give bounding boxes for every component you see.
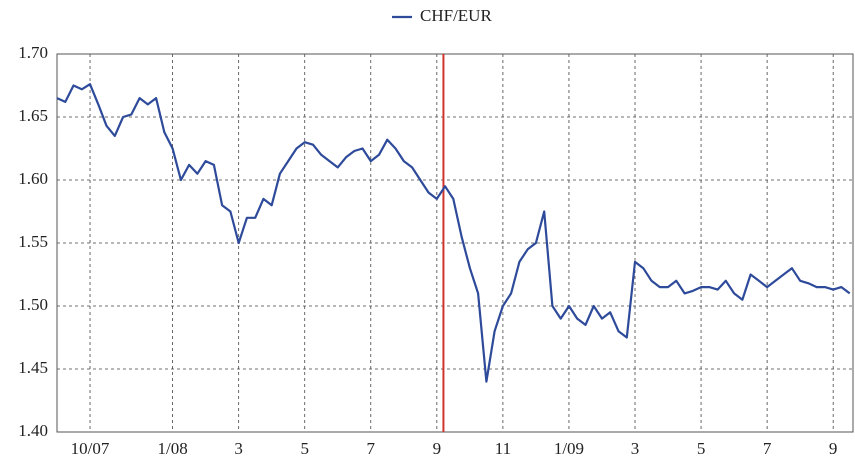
plot-frame [56, 53, 854, 433]
y-tick-label: 1.55 [18, 232, 48, 251]
x-tick-label: 5 [697, 439, 706, 458]
x-tick-label: 1/08 [157, 439, 187, 458]
x-tick-label: 11 [495, 439, 511, 458]
y-tick-label: 1.65 [18, 106, 48, 125]
x-tick-label: 9 [829, 439, 838, 458]
x-tick-label: 1/09 [554, 439, 584, 458]
x-tick-label: 5 [300, 439, 309, 458]
y-tick-label: 1.60 [18, 169, 48, 188]
y-tick-label: 1.50 [18, 295, 48, 314]
y-tick-label: 1.45 [18, 358, 48, 377]
y-tick-label: 1.40 [18, 421, 48, 440]
x-tick-label: 3 [234, 439, 243, 458]
x-tick-label: 7 [367, 439, 376, 458]
x-tick-label: 3 [631, 439, 640, 458]
y-tick-label: 1.70 [18, 43, 48, 62]
legend-label: CHF/EUR [420, 6, 492, 25]
x-tick-label: 9 [433, 439, 442, 458]
x-tick-label: 7 [763, 439, 772, 458]
line-series [56, 83, 851, 383]
x-tick-label: 10/07 [71, 439, 110, 458]
